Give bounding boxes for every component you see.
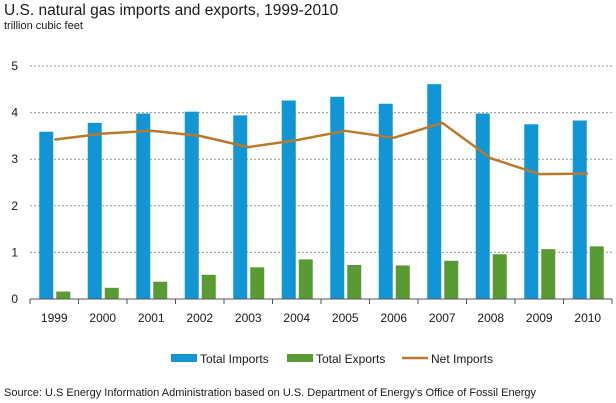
y-tick-label-5: 5	[11, 59, 18, 73]
bar-total-imports-2004	[281, 100, 296, 299]
line-net-imports	[54, 121, 588, 176]
bar-total-exports-1999	[56, 291, 71, 299]
y-tick-label-1: 1	[11, 245, 18, 259]
bar-total-imports-2008	[475, 113, 490, 299]
x-tick-label-2003: 2003	[235, 311, 262, 325]
x-tick-label-2005: 2005	[332, 311, 359, 325]
bar-total-imports-2002	[184, 111, 199, 299]
bar-total-exports-2006	[395, 265, 410, 299]
bar-total-exports-2009	[541, 249, 556, 299]
bar-total-exports-2002	[201, 274, 216, 299]
x-tick-label-2004: 2004	[283, 311, 310, 325]
bar-total-exports-2010	[589, 246, 604, 299]
legend-swatch-total-imports	[171, 354, 197, 362]
x-tick-label-2007: 2007	[429, 311, 456, 325]
legend-swatch-total-exports	[287, 354, 313, 362]
bar-total-exports-2001	[153, 281, 168, 299]
x-tick-label-2009: 2009	[526, 311, 553, 325]
bar-total-exports-2008	[492, 254, 507, 299]
source-note: Source: U.S Energy Information Administr…	[4, 387, 536, 399]
bar-total-exports-2003	[250, 267, 265, 299]
bar-total-imports-2010	[572, 120, 587, 299]
bar-total-exports-2000	[104, 287, 119, 299]
bar-total-imports-2001	[136, 113, 151, 299]
x-tick-label-2001: 2001	[138, 311, 165, 325]
y-tick-label-2: 2	[11, 199, 18, 213]
bar-total-imports-2003	[233, 115, 248, 299]
bar-total-imports-2000	[87, 122, 102, 300]
bar-total-imports-2005	[330, 96, 345, 299]
net-imports-line-layer	[54, 121, 588, 176]
x-tick-label-2006: 2006	[380, 311, 407, 325]
x-tick-label-1999: 1999	[41, 311, 68, 325]
legend-label-total-exports: Total Exports	[316, 352, 385, 366]
bar-total-imports-2007	[427, 84, 442, 299]
bar-total-imports-2006	[378, 103, 393, 299]
y-tick-label-4: 4	[11, 106, 18, 120]
bar-total-exports-2004	[298, 259, 313, 299]
y-tick-label-3: 3	[11, 152, 18, 166]
legend-label-total-imports: Total Imports	[200, 352, 269, 366]
bar-total-imports-1999	[39, 131, 54, 299]
x-tick-label-2008: 2008	[477, 311, 504, 325]
bar-total-exports-2005	[347, 264, 362, 299]
y-tick-label-0: 0	[11, 292, 18, 306]
axes: 0 1 2 3 4 5 1999 2000 2001 2002 2003 2004 2005 2006 20…	[11, 59, 613, 325]
legend-label-net-imports: Net Imports	[431, 352, 493, 366]
x-tick-label-2000: 2000	[89, 311, 116, 325]
legend: Total Imports Total Exports Net Imports	[171, 352, 493, 366]
grid-lines	[30, 65, 612, 253]
bars	[39, 84, 604, 300]
x-tick-label-2002: 2002	[186, 311, 213, 325]
chart-subtitle: trillion cubic feet	[4, 20, 83, 32]
x-tick-label-2010: 2010	[574, 311, 601, 325]
chart-title: U.S. natural gas imports and exports, 19…	[4, 2, 339, 19]
bar-total-exports-2007	[444, 260, 459, 299]
bar-total-imports-2009	[524, 124, 539, 299]
